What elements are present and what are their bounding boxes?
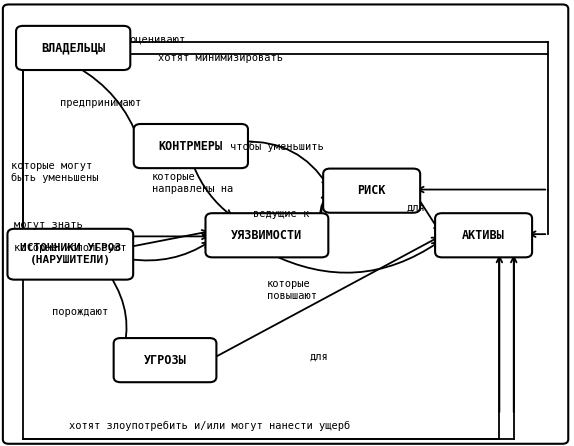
FancyBboxPatch shape xyxy=(16,26,130,70)
Text: ВЛАДЕЛЬЦЫ: ВЛАДЕЛЬЦЫ xyxy=(41,41,105,54)
Text: РИСК: РИСК xyxy=(358,184,386,197)
FancyBboxPatch shape xyxy=(323,169,420,213)
Text: чтобы уменьшить: чтобы уменьшить xyxy=(230,142,323,152)
FancyBboxPatch shape xyxy=(435,213,532,257)
FancyBboxPatch shape xyxy=(134,124,248,168)
FancyBboxPatch shape xyxy=(205,213,328,257)
Text: для: для xyxy=(407,202,425,212)
Text: УЯЗВИМОСТИ: УЯЗВИМОСТИ xyxy=(231,229,302,242)
Text: АКТИВЫ: АКТИВЫ xyxy=(462,229,505,242)
Text: КОНТРМЕРЫ: КОНТРМЕРЫ xyxy=(159,140,223,153)
FancyBboxPatch shape xyxy=(114,338,216,382)
Text: ведущие к: ведущие к xyxy=(253,209,309,219)
Text: которые используют: которые используют xyxy=(14,243,127,252)
Text: которые
повышают: которые повышают xyxy=(267,279,317,301)
Text: УГРОЗЫ: УГРОЗЫ xyxy=(144,354,187,367)
Text: порождают: порождают xyxy=(52,307,108,317)
Text: хотят злоупотребить и/или могут нанести ущерб: хотят злоупотребить и/или могут нанести … xyxy=(69,421,350,431)
Text: которые могут
быть уменьшены: которые могут быть уменьшены xyxy=(11,161,99,182)
Text: хотят минимизировать: хотят минимизировать xyxy=(158,54,283,63)
Text: для: для xyxy=(310,352,329,362)
Text: предпринимают: предпринимают xyxy=(60,98,142,107)
Text: которые
направлены на: которые направлены на xyxy=(152,172,234,194)
Text: могут знать: могут знать xyxy=(14,220,83,230)
Text: оценивают: оценивают xyxy=(129,34,185,44)
FancyBboxPatch shape xyxy=(7,229,133,280)
Text: ИСТОЧНИКИ УГРОЗ
(НАРУШИТЕЛИ): ИСТОЧНИКИ УГРОЗ (НАРУШИТЕЛИ) xyxy=(20,244,121,265)
